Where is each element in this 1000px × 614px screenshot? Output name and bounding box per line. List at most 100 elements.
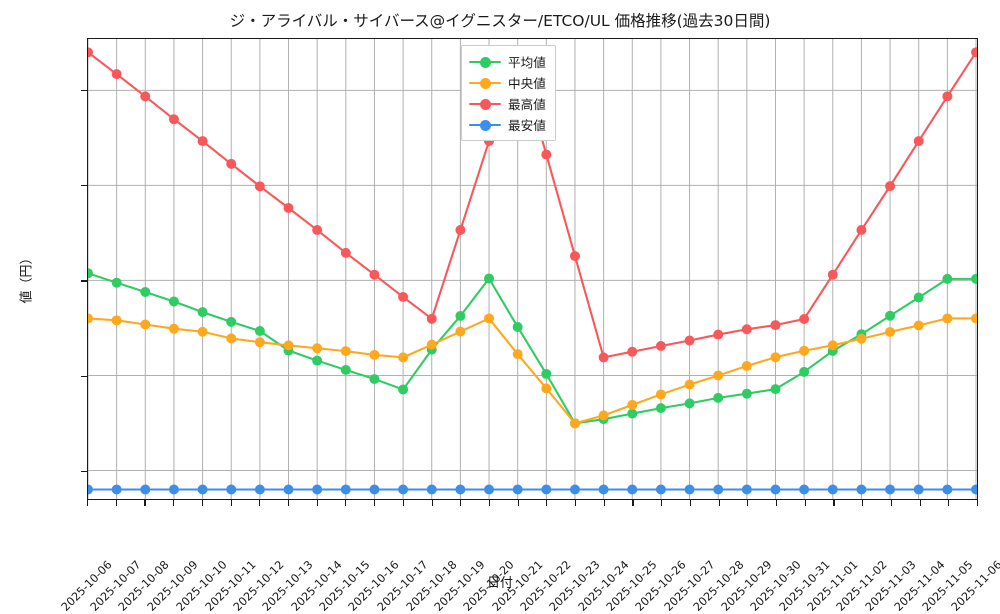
data-point[interactable] [226, 158, 237, 169]
data-point[interactable] [799, 345, 810, 356]
data-point[interactable] [398, 352, 409, 363]
data-point[interactable] [971, 313, 977, 324]
data-point[interactable] [971, 273, 977, 284]
data-point[interactable] [655, 484, 666, 495]
data-point[interactable] [569, 251, 580, 262]
data-point[interactable] [827, 484, 838, 495]
data-point[interactable] [426, 339, 437, 350]
data-point[interactable] [741, 360, 752, 371]
data-point[interactable] [569, 418, 580, 429]
data-point[interactable] [856, 225, 867, 236]
data-point[interactable] [283, 203, 294, 213]
data-point[interactable] [541, 149, 552, 160]
data-point[interactable] [197, 484, 208, 495]
data-point[interactable] [226, 316, 237, 327]
data-point[interactable] [426, 313, 437, 324]
legend-item[interactable]: 中央値 [469, 72, 546, 93]
data-point[interactable] [398, 291, 409, 302]
data-point[interactable] [856, 333, 867, 344]
data-point[interactable] [455, 225, 466, 236]
data-point[interactable] [340, 346, 351, 357]
data-point[interactable] [455, 484, 466, 495]
data-point[interactable] [598, 484, 609, 495]
data-point[interactable] [312, 225, 323, 236]
data-point[interactable] [484, 313, 495, 324]
data-point[interactable] [799, 314, 810, 324]
data-point[interactable] [598, 352, 609, 363]
data-point[interactable] [713, 392, 724, 403]
data-point[interactable] [140, 319, 151, 330]
data-point[interactable] [226, 484, 237, 495]
data-point[interactable] [971, 47, 977, 58]
data-point[interactable] [713, 484, 724, 495]
data-point[interactable] [168, 323, 179, 334]
data-point[interactable] [88, 484, 93, 495]
data-point[interactable] [684, 335, 695, 346]
data-point[interactable] [942, 484, 953, 495]
data-point[interactable] [88, 47, 93, 58]
data-point[interactable] [885, 310, 896, 321]
data-point[interactable] [913, 136, 924, 147]
data-point[interactable] [512, 484, 523, 495]
data-point[interactable] [741, 388, 752, 399]
data-point[interactable] [741, 484, 752, 495]
data-point[interactable] [541, 368, 552, 379]
data-point[interactable] [484, 273, 495, 284]
data-point[interactable] [484, 484, 495, 495]
data-point[interactable] [254, 181, 265, 192]
data-point[interactable] [254, 337, 265, 348]
data-point[interactable] [684, 379, 695, 390]
data-point[interactable] [398, 484, 409, 495]
legend-item[interactable]: 平均値 [469, 51, 546, 72]
data-point[interactable] [942, 273, 953, 284]
data-point[interactable] [827, 340, 838, 351]
data-point[interactable] [541, 383, 552, 394]
data-point[interactable] [512, 321, 523, 332]
data-point[interactable] [713, 370, 724, 381]
data-point[interactable] [942, 313, 953, 324]
data-point[interactable] [541, 484, 552, 495]
data-point[interactable] [770, 352, 781, 363]
data-point[interactable] [369, 349, 380, 360]
data-point[interactable] [655, 341, 666, 351]
data-point[interactable] [827, 269, 838, 280]
data-point[interactable] [140, 287, 151, 297]
data-point[interactable] [799, 484, 810, 495]
data-point[interactable] [140, 484, 151, 495]
data-point[interactable] [226, 333, 237, 344]
data-point[interactable] [627, 484, 638, 495]
data-point[interactable] [913, 292, 924, 303]
data-point[interactable] [369, 269, 380, 280]
data-point[interactable] [283, 340, 294, 351]
legend-item[interactable]: 最高値 [469, 93, 546, 114]
data-point[interactable] [627, 399, 638, 410]
data-point[interactable] [885, 326, 896, 337]
chart-legend[interactable]: 平均値 中央値 最高値 最安値 [461, 45, 556, 141]
data-point[interactable] [627, 346, 638, 357]
data-point[interactable] [398, 384, 409, 395]
data-point[interactable] [455, 310, 466, 321]
data-point[interactable] [340, 364, 351, 375]
data-point[interactable] [88, 268, 93, 279]
data-point[interactable] [369, 484, 380, 495]
data-point[interactable] [598, 410, 609, 421]
data-point[interactable] [111, 315, 122, 326]
data-point[interactable] [254, 325, 265, 336]
data-point[interactable] [971, 484, 977, 495]
data-point[interactable] [88, 313, 93, 324]
data-point[interactable] [569, 484, 580, 495]
data-point[interactable] [369, 374, 380, 385]
data-point[interactable] [312, 343, 323, 354]
data-point[interactable] [111, 484, 122, 495]
data-point[interactable] [512, 349, 523, 360]
data-point[interactable] [455, 326, 466, 337]
data-point[interactable] [713, 329, 724, 340]
data-point[interactable] [770, 484, 781, 495]
data-point[interactable] [655, 403, 666, 414]
data-point[interactable] [111, 277, 122, 288]
data-point[interactable] [340, 484, 351, 495]
data-point[interactable] [426, 484, 437, 495]
data-point[interactable] [856, 484, 867, 495]
data-point[interactable] [655, 389, 666, 400]
data-point[interactable] [684, 484, 695, 495]
